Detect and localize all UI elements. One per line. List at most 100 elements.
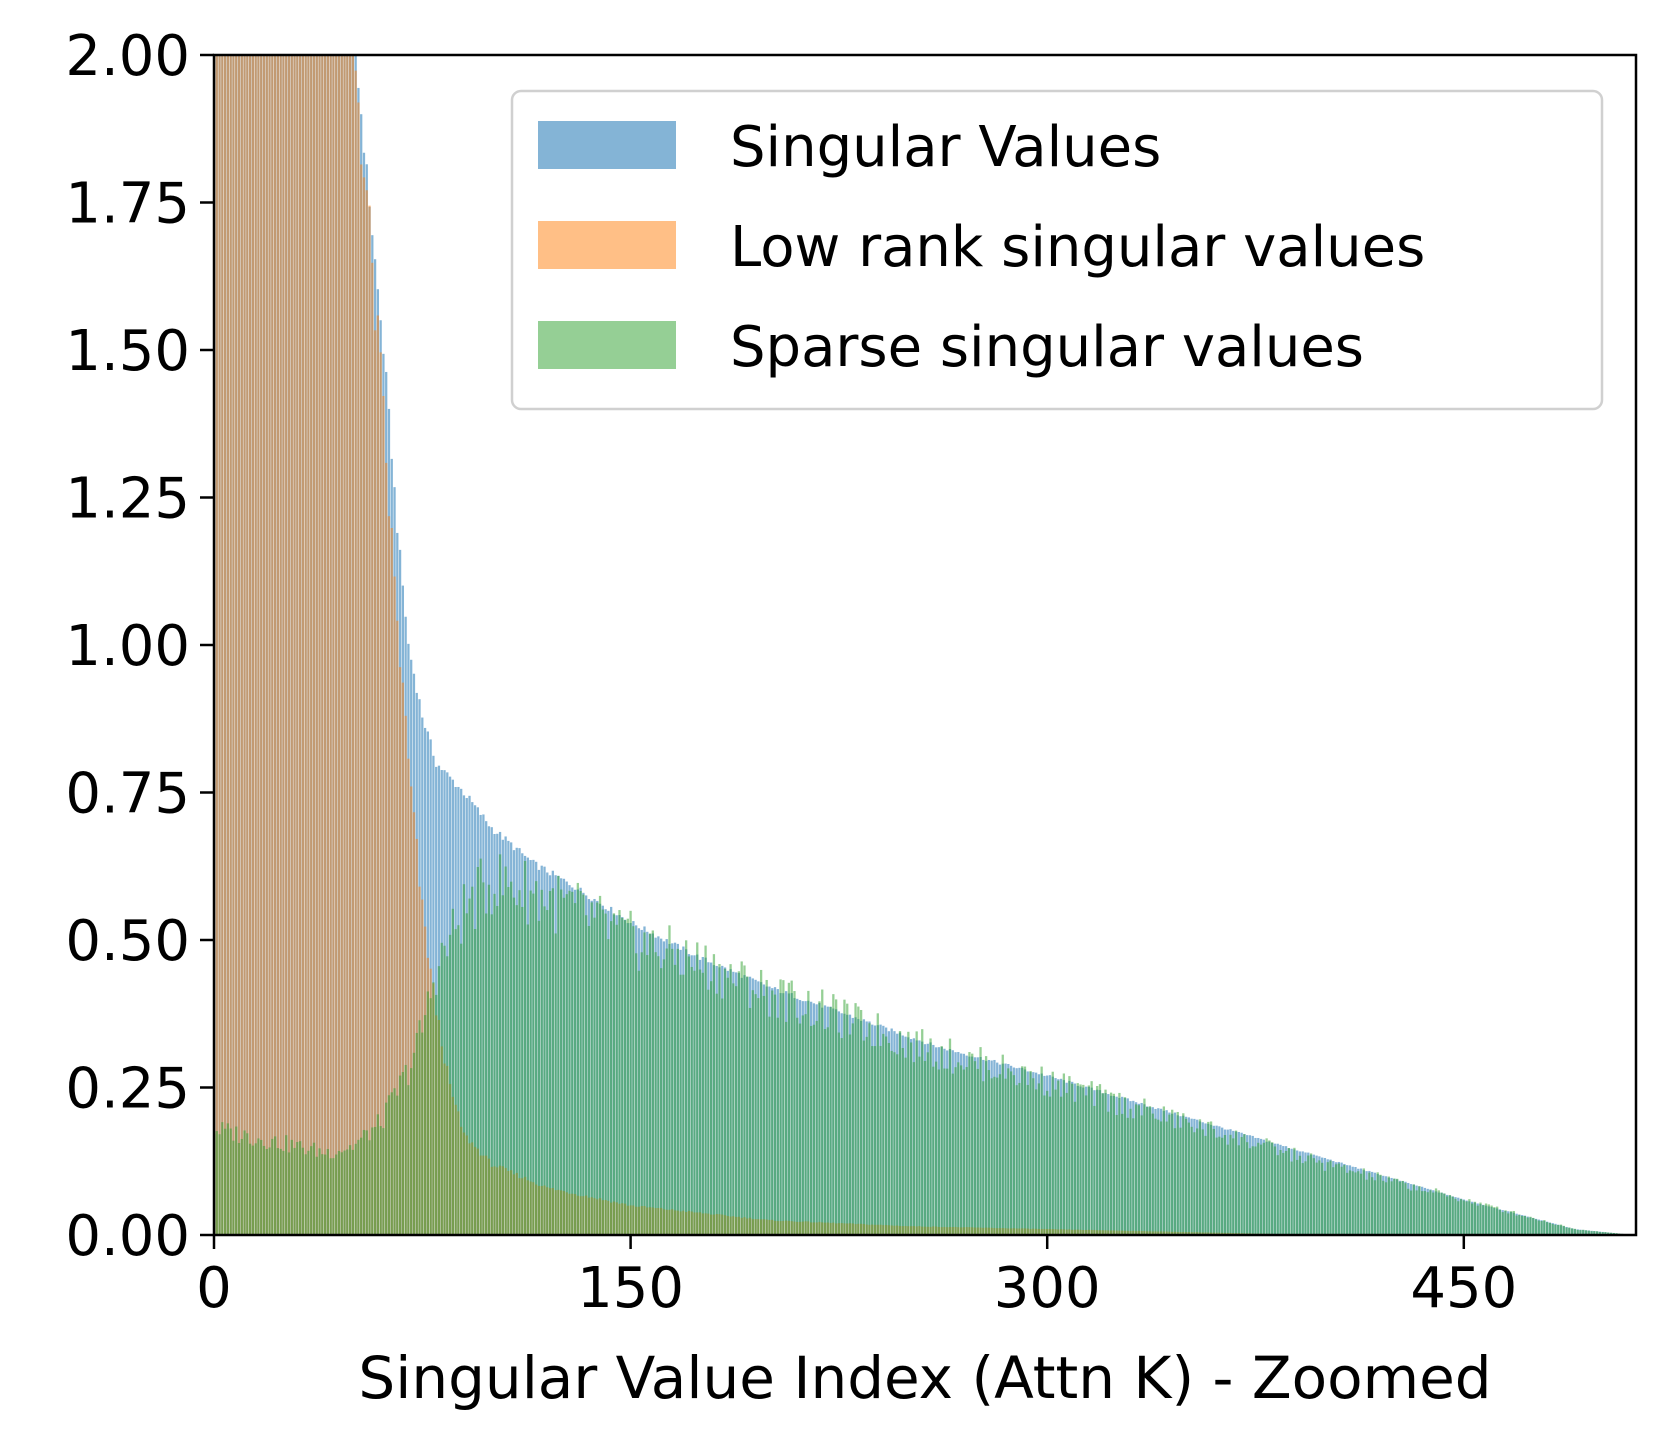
bar-sparse	[1226, 1144, 1229, 1235]
bar-sparse	[1176, 1111, 1179, 1235]
bar-sparse	[768, 1016, 771, 1235]
bar-sparse	[862, 1040, 866, 1235]
bar-sparse	[1076, 1083, 1079, 1235]
bar-sparse	[1543, 1220, 1546, 1235]
bar-sparse	[1595, 1231, 1599, 1235]
bar-sparse	[1576, 1229, 1579, 1235]
bar-low-rank	[229, 55, 232, 1235]
x-tick-label: 300	[994, 1256, 1101, 1321]
bar-sparse	[1212, 1128, 1215, 1235]
bar-sparse	[1271, 1142, 1274, 1235]
bar-sparse	[765, 979, 768, 1235]
bar-sparse	[543, 906, 546, 1235]
bar-sparse	[784, 1021, 788, 1235]
bar-sparse	[1540, 1221, 1543, 1235]
bar-sparse	[971, 1053, 974, 1235]
series-sparse	[214, 854, 1632, 1235]
bar-sparse	[435, 994, 438, 1235]
bar-sparse	[440, 942, 443, 1235]
bar-sparse	[1493, 1207, 1496, 1235]
bar-sparse	[1265, 1138, 1268, 1235]
bar-sparse	[1518, 1214, 1521, 1235]
bar-sparse	[1007, 1068, 1010, 1235]
bar-sparse	[857, 1006, 860, 1235]
bar-sparse	[482, 882, 485, 1235]
bar-sparse	[1101, 1093, 1104, 1235]
bar-sparse	[1354, 1172, 1357, 1235]
bar-sparse	[221, 1122, 224, 1235]
bar-sparse	[257, 1138, 260, 1235]
y-tick-label: 0.25	[65, 1057, 190, 1122]
bar-sparse	[893, 1052, 896, 1235]
bar-sparse	[979, 1047, 982, 1235]
bar-sparse	[1121, 1113, 1124, 1235]
bar-sparse	[662, 959, 666, 1235]
bar-sparse	[1562, 1225, 1565, 1235]
bar-sparse	[1209, 1121, 1213, 1235]
bar-sparse	[1334, 1164, 1338, 1235]
bar-sparse	[1129, 1108, 1132, 1235]
bar-sparse	[959, 1065, 963, 1235]
bar-sparse	[1068, 1076, 1071, 1235]
bar-sparse	[987, 1070, 991, 1235]
bar-sparse	[1332, 1167, 1335, 1235]
bar-sparse	[915, 1031, 918, 1235]
bar-sparse	[262, 1145, 266, 1235]
bar-low-rank	[396, 620, 399, 1235]
bar-low-rank	[271, 55, 274, 1235]
bar-sparse	[1193, 1132, 1196, 1235]
bar-sparse	[1337, 1163, 1340, 1235]
bar-sparse	[507, 887, 510, 1235]
bar-sparse	[329, 1158, 332, 1235]
bar-sparse	[1315, 1162, 1318, 1235]
bar-low-rank	[240, 55, 243, 1235]
y-tick-label: 1.25	[65, 467, 190, 532]
bar-sparse	[521, 906, 524, 1235]
bar-sparse	[421, 1032, 424, 1235]
bar-sparse	[332, 1158, 335, 1235]
bars-layer	[214, 55, 1632, 1235]
bar-sparse	[1359, 1173, 1363, 1235]
bar-sparse	[1318, 1160, 1321, 1235]
bar-sparse	[879, 1045, 882, 1235]
bar-sparse	[1112, 1093, 1115, 1235]
bar-sparse	[360, 1137, 363, 1235]
bar-sparse	[732, 983, 735, 1235]
bar-sparse	[1221, 1137, 1224, 1235]
bar-sparse	[973, 1061, 977, 1235]
bar-sparse	[365, 1130, 368, 1235]
bar-sparse	[251, 1145, 255, 1235]
y-tick-label: 1.75	[65, 172, 190, 237]
x-axis: 0 150 300 450	[196, 1235, 1517, 1321]
bar-sparse	[565, 894, 568, 1235]
bar-low-rank	[410, 786, 413, 1235]
bar-sparse	[1154, 1118, 1157, 1235]
bar-sparse	[276, 1148, 280, 1235]
bar-sparse	[1526, 1217, 1529, 1235]
bar-sparse	[379, 1126, 382, 1235]
bar-sparse	[776, 1017, 779, 1235]
bar-sparse	[215, 1131, 218, 1235]
bar-sparse	[357, 1139, 360, 1235]
bar-sparse	[668, 925, 671, 1235]
bar-sparse	[1390, 1181, 1393, 1235]
bar-sparse	[493, 893, 496, 1235]
bar-sparse	[504, 866, 507, 1235]
bar-low-rank	[248, 55, 252, 1235]
bar-sparse	[471, 886, 474, 1235]
bar-sparse	[854, 1003, 857, 1235]
bar-sparse	[873, 1046, 877, 1235]
bar-sparse	[1459, 1199, 1463, 1235]
bar-sparse	[1243, 1134, 1246, 1235]
bar-sparse	[1312, 1158, 1315, 1235]
bar-sparse	[807, 990, 810, 1235]
bar-low-rank	[407, 758, 410, 1235]
bar-sparse	[248, 1143, 252, 1235]
bar-sparse	[779, 979, 782, 1235]
y-tick-label: 0.00	[65, 1204, 190, 1269]
bar-sparse	[815, 1020, 818, 1235]
bar-sparse	[554, 933, 557, 1235]
bar-low-rank	[221, 55, 224, 1235]
bar-low-rank	[351, 55, 355, 1235]
bar-sparse	[1065, 1092, 1068, 1235]
